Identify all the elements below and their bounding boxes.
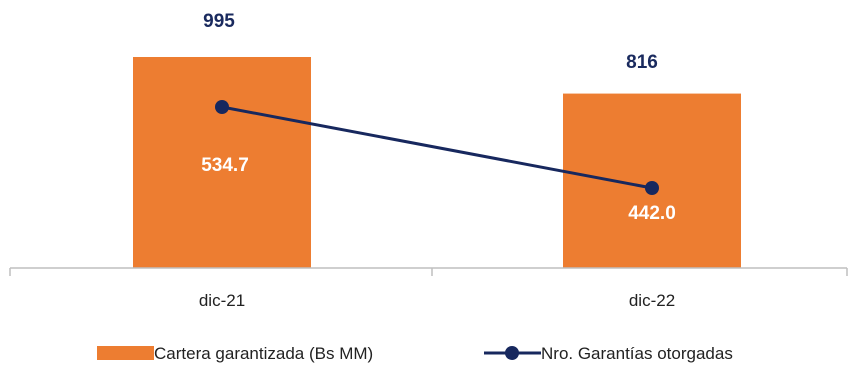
legend-label: Nro. Garantías otorgadas (541, 344, 733, 363)
legend-label: Cartera garantizada (Bs MM) (154, 344, 373, 363)
x-tick-label: dic-21 (199, 291, 245, 310)
legend-swatch-bar (97, 346, 154, 360)
point-value-label: 995 (203, 11, 235, 32)
bar (563, 93, 741, 269)
line-layer (215, 100, 659, 195)
line-point (645, 181, 659, 195)
bar-value-label: 442.0 (628, 203, 676, 224)
legend: Cartera garantizada (Bs MM) Nro. Garantí… (97, 344, 733, 363)
line-point (215, 100, 229, 114)
bar-value-label: 534.7 (201, 155, 249, 176)
legend-swatch-marker (505, 346, 519, 360)
bar (133, 57, 311, 268)
x-tick-label: dic-22 (629, 291, 675, 310)
point-value-label: 816 (626, 52, 658, 73)
x-axis: dic-21 dic-22 (9, 267, 848, 310)
series-line (221, 105, 653, 190)
labels-layer: 534.7 442.0 995 816 (201, 11, 676, 224)
bars-layer (133, 57, 741, 269)
